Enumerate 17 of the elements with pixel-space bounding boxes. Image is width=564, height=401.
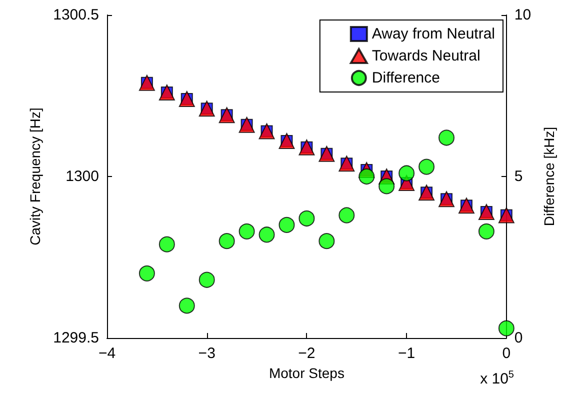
y2-tick-label: 0 xyxy=(514,330,523,346)
x-tick-label: −3 xyxy=(198,345,216,362)
y2-tick-label: 5 xyxy=(514,168,523,185)
legend-label: Difference xyxy=(372,70,440,86)
legend-label: Away from Neutral xyxy=(372,26,496,42)
y2-tick-label: 10 xyxy=(514,6,532,24)
y-axis-title: Cavity Frequency [Hz] xyxy=(27,108,44,246)
legend-label: Towards Neutral xyxy=(372,48,480,64)
y2-axis-title: Difference [kHz] xyxy=(541,126,557,226)
y-tick-label: 1300.5 xyxy=(53,6,99,24)
y-tick-label: 1300 xyxy=(66,168,99,185)
x-tick-label: −4 xyxy=(98,345,116,362)
y-tick-label: 1299.5 xyxy=(53,330,99,346)
x-tick-label: 0 xyxy=(502,345,511,362)
x-axis-title: Motor Steps xyxy=(268,364,344,381)
x-tick-label: −2 xyxy=(298,345,316,362)
x-tick-label: −1 xyxy=(398,345,416,362)
